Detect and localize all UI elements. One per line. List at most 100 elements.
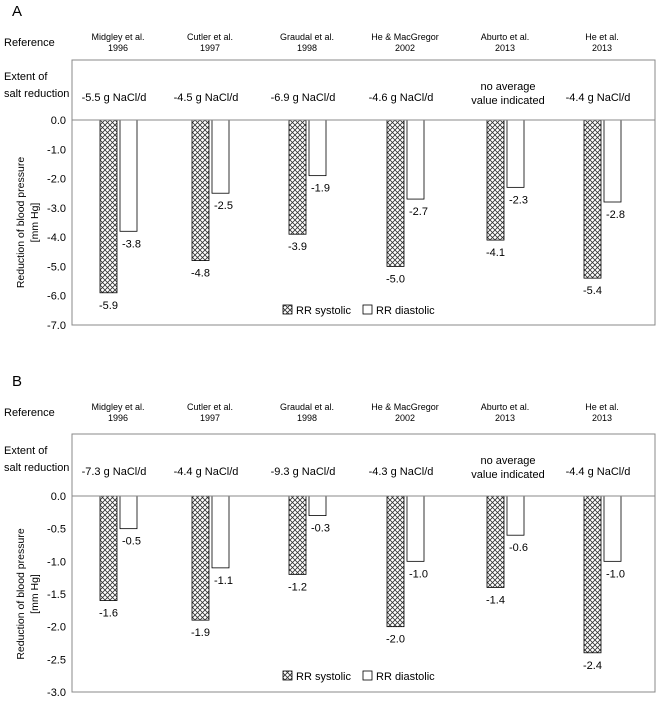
salt-reduction-value: no average [480,455,535,467]
panel-label: A [12,3,22,20]
reference-name: Graudal et al. [280,32,334,42]
data-label-diastolic: -2.3 [509,194,528,206]
data-label-systolic: -1.2 [288,581,307,593]
reference-label: Reference [4,37,55,49]
y-tick-label: -5.0 [47,261,66,273]
salt-reduction-value: -4.4 g NaCl/d [174,466,239,478]
reference-name: Cutler et al. [187,402,233,412]
salt-reduction-value: -4.4 g NaCl/d [566,92,631,104]
data-label-diastolic: -1.1 [214,575,233,587]
reference-year: 2002 [395,43,415,53]
extent-label-line1: Extent of [4,445,48,457]
y-axis-label-line2: [mm Hg] [29,203,41,243]
reference-name: Aburto et al. [481,32,530,42]
reference-year: 1996 [108,43,128,53]
bar-diastolic [506,495,525,536]
reference-year: 1997 [200,43,220,53]
legend-label-systolic: RR systolic [296,671,352,683]
reference-label: Reference [4,407,55,419]
data-label-systolic: -5.0 [386,273,405,285]
salt-reduction-value: -7.3 g NaCl/d [82,466,147,478]
y-tick-label: -6.0 [47,291,66,303]
reference-name: Midgley et al. [91,402,144,412]
bar-systolic [288,495,307,575]
data-label-diastolic: -1.0 [606,568,625,580]
panel-label: B [12,373,22,390]
salt-reduction-value: -6.9 g NaCl/d [271,92,336,104]
y-tick-label: 0.0 [51,491,66,503]
y-tick-label: -1.5 [47,589,66,601]
y-tick-label: -1.0 [47,556,66,568]
chart-panel-a: A Reference Extent of salt reduction Reducti… [0,0,660,340]
bar-systolic [486,495,505,588]
reference-name: Midgley et al. [91,32,144,42]
data-label-diastolic: -2.5 [214,200,233,212]
reference-year: 2002 [395,413,415,423]
reference-name: He et al. [585,402,619,412]
bar-diastolic [119,119,138,232]
extent-label-line2: salt reduction [4,88,69,100]
legend-swatch-diastolic [362,304,373,315]
salt-reduction-value: -4.3 g NaCl/d [369,466,434,478]
data-label-diastolic: -3.8 [122,238,141,250]
salt-reduction-value-line2: value indicated [471,469,544,481]
bar-diastolic [406,495,425,562]
extent-label-line2: salt reduction [4,462,69,474]
data-label-systolic: -2.4 [583,660,602,672]
bar-systolic [191,495,210,621]
data-label-diastolic: -2.8 [606,209,625,221]
bar-systolic [99,495,118,601]
bar-diastolic [603,495,622,562]
data-label-systolic: -4.8 [191,268,210,280]
legend-swatch-diastolic [362,670,373,681]
bar-diastolic [308,495,327,517]
data-label-diastolic: -2.7 [409,206,428,218]
salt-reduction-value: -5.5 g NaCl/d [82,92,147,104]
y-axis-label-line2: [mm Hg] [29,574,41,614]
bar-systolic [99,119,118,294]
data-label-systolic: -1.9 [191,627,210,639]
reference-year: 2013 [495,43,515,53]
y-tick-label: 0.0 [51,115,66,127]
data-label-systolic: -1.6 [99,608,118,620]
y-axis-label-line1: Reduction of blood pressure [15,157,27,288]
chart-b-svg: B Reference Extent of salt reduction Reducti… [4,373,656,699]
plot-frame [71,433,656,693]
reference-name: He & MacGregor [371,402,439,412]
reference-year: 2013 [495,413,515,423]
bar-diastolic [211,119,230,194]
reference-year: 2013 [592,413,612,423]
y-tick-label: -2.0 [47,622,66,634]
chart-panel-b: B Reference Extent of salt reduction Reducti… [0,370,660,701]
bar-systolic [386,119,405,267]
salt-reduction-value: -4.4 g NaCl/d [566,466,631,478]
bar-diastolic [506,119,525,188]
salt-reduction-value: -4.6 g NaCl/d [369,92,434,104]
salt-reduction-value: no average [480,81,535,93]
y-tick-label: -0.5 [47,524,66,536]
data-label-diastolic: -1.9 [311,183,330,195]
y-tick-label: -4.0 [47,232,66,244]
bar-diastolic [603,119,622,203]
reference-name: He & MacGregor [371,32,439,42]
legend-label-systolic: RR systolic [296,305,352,317]
y-tick-label: -7.0 [47,320,66,332]
reference-name: Graudal et al. [280,402,334,412]
bar-systolic [486,119,505,241]
reference-name: He et al. [585,32,619,42]
legend-label-diastolic: RR diastolic [376,305,435,317]
data-label-diastolic: -1.0 [409,568,428,580]
salt-reduction-value-line2: value indicated [471,95,544,107]
y-tick-label: -3.0 [47,203,66,215]
legend-swatch-systolic [282,670,293,681]
bar-diastolic [211,495,230,569]
salt-reduction-value: -4.5 g NaCl/d [174,92,239,104]
bar-systolic [288,119,307,235]
y-tick-label: -2.5 [47,654,66,666]
reference-year: 1997 [200,413,220,423]
reference-year: 1996 [108,413,128,423]
data-label-systolic: -3.9 [288,241,307,253]
plot-frame [71,59,656,326]
data-label-systolic: -5.9 [99,300,118,312]
bar-systolic [191,119,210,261]
